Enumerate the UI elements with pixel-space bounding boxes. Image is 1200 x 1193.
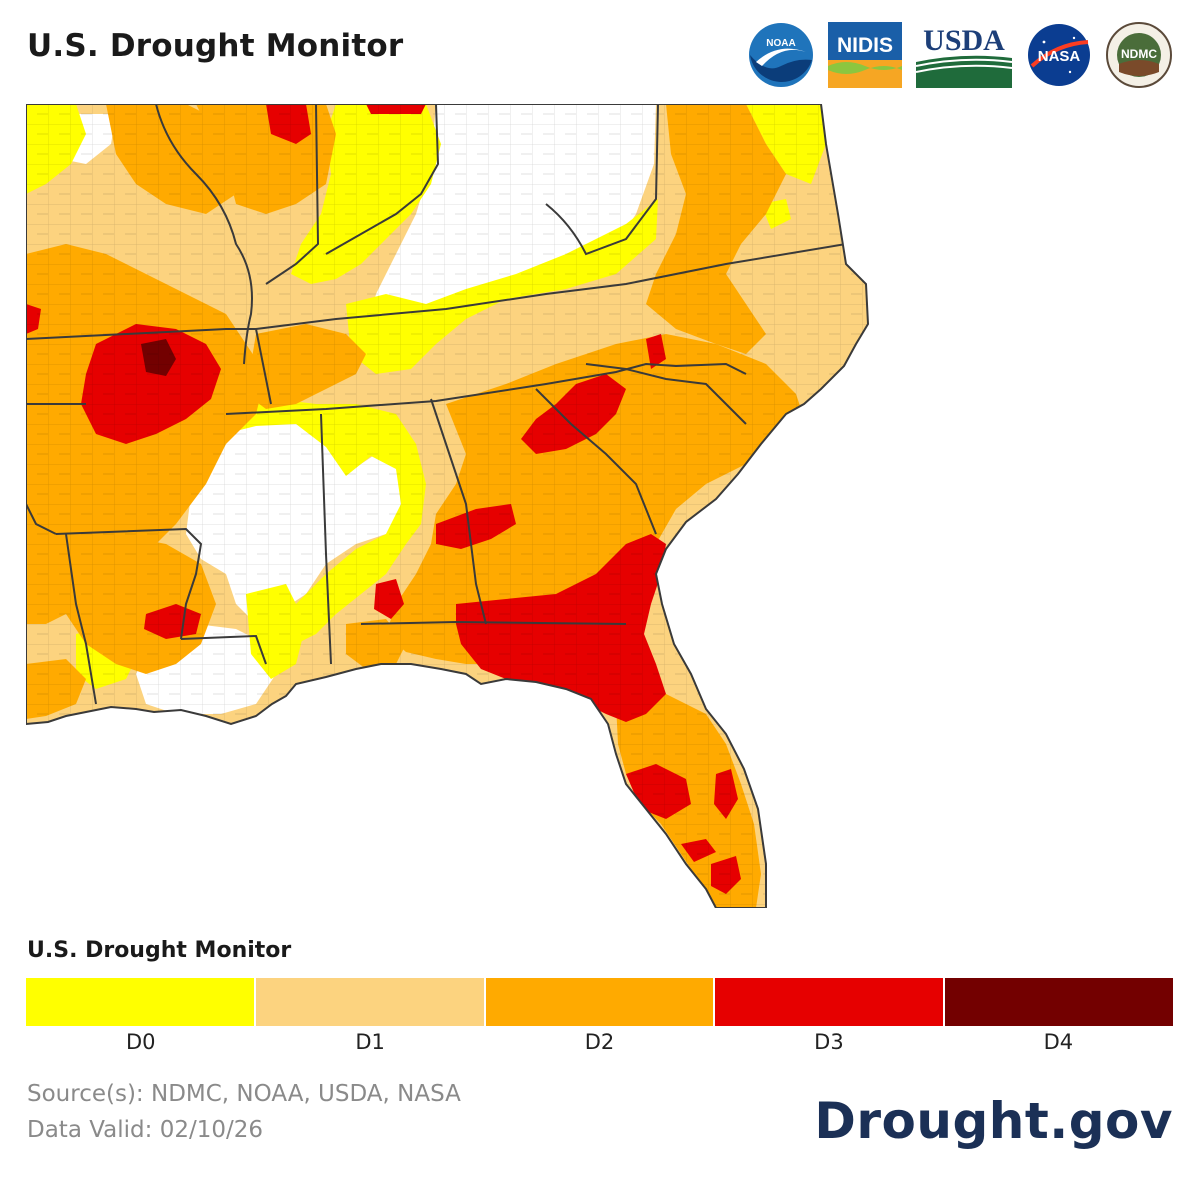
- legend-swatch-d0: [26, 978, 256, 1026]
- legend-label-d3: D3: [814, 1030, 844, 1054]
- legend-swatch-d3: [715, 978, 946, 1026]
- legend-label-d2: D2: [584, 1030, 615, 1054]
- legend-bar: [26, 978, 1173, 1026]
- usda-logo-icon: USDA: [916, 24, 1012, 88]
- legend-swatch-d4: [945, 978, 1173, 1026]
- legend-title: U.S. Drought Monitor: [27, 938, 292, 963]
- noaa-logo-icon: NOAA: [749, 23, 813, 87]
- source-info: Source(s): NDMC, NOAA, USDA, NASA Data V…: [27, 1076, 461, 1148]
- svg-text:NDMC: NDMC: [1121, 47, 1157, 61]
- ndmc-logo-icon: NDMC: [1106, 22, 1172, 88]
- partner-logos: NOAA NIDIS USDA NASA NDMC: [748, 22, 1172, 88]
- legend-label-d0: D0: [125, 1030, 156, 1054]
- map-county-lines: [26, 104, 868, 908]
- svg-text:NIDIS: NIDIS: [837, 34, 893, 57]
- legend-label-d4: D4: [1043, 1030, 1074, 1054]
- legend-labels: D0 D1 D2 D3 D4: [26, 1030, 1173, 1054]
- source-text: Source(s): NDMC, NOAA, USDA, NASA: [27, 1081, 461, 1107]
- legend-label-d1: D1: [355, 1030, 385, 1054]
- svg-text:NASA: NASA: [1038, 48, 1081, 65]
- legend-swatch-d2: [485, 978, 716, 1026]
- nidis-logo-icon: NIDIS: [828, 22, 902, 88]
- drought-gov-brand[interactable]: Drought.gov: [814, 1092, 1173, 1150]
- svg-text:USDA: USDA: [923, 24, 1005, 57]
- svg-text:NOAA: NOAA: [766, 38, 795, 49]
- legend-swatch-d1: [255, 978, 486, 1026]
- data-valid-text: Data Valid: 02/10/26: [27, 1117, 264, 1143]
- nasa-logo-icon: NASA: [1028, 24, 1090, 86]
- page-title: U.S. Drought Monitor: [27, 28, 404, 64]
- drought-map: [26, 104, 869, 908]
- map-state-boundaries: [26, 104, 847, 705]
